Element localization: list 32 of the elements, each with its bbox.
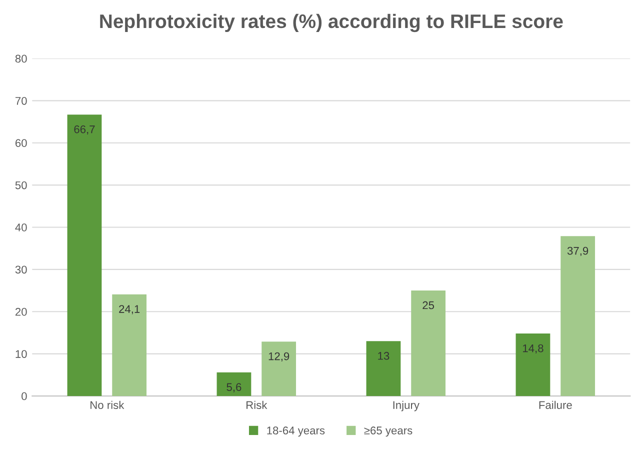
bar: [262, 342, 296, 396]
bar: [560, 236, 596, 396]
data-label: 5,6: [226, 383, 242, 392]
bar: [366, 341, 401, 396]
x-tick-label: No risk: [90, 400, 124, 410]
legend-label: 18-64 years: [267, 426, 325, 437]
data-label: 12,9: [268, 352, 290, 362]
x-tick-label: Risk: [246, 400, 268, 410]
bar: [112, 294, 147, 396]
y-tick-label: 60: [15, 139, 27, 148]
y-tick-label: 80: [15, 54, 27, 63]
y-tick-label: 40: [15, 224, 27, 232]
y-tick-label: 50: [15, 181, 27, 190]
y-tick-label: 0: [22, 392, 27, 400]
x-tick-label: Injury: [393, 400, 420, 412]
bar: [411, 290, 446, 396]
bar: [216, 372, 252, 396]
bar: [516, 334, 550, 396]
data-label: 14,8: [523, 344, 544, 354]
y-tick-label: 30: [15, 266, 27, 274]
data-label: 37,9: [567, 246, 588, 256]
legend-label: ≥65 years: [364, 426, 412, 437]
chart-title: Nephrotoxicity rates (%) according to RIFLE score: [100, 14, 563, 32]
data-label: 24,1: [119, 305, 140, 314]
y-tick-label: 20: [15, 308, 27, 316]
bar: [67, 114, 102, 396]
data-label: 25: [422, 301, 434, 310]
data-label: 66,7: [74, 125, 95, 135]
x-tick-label: Failure: [539, 400, 572, 410]
y-tick-label: 70: [16, 96, 27, 105]
y-tick-label: 10: [16, 350, 27, 358]
data-label: 13: [378, 352, 390, 360]
